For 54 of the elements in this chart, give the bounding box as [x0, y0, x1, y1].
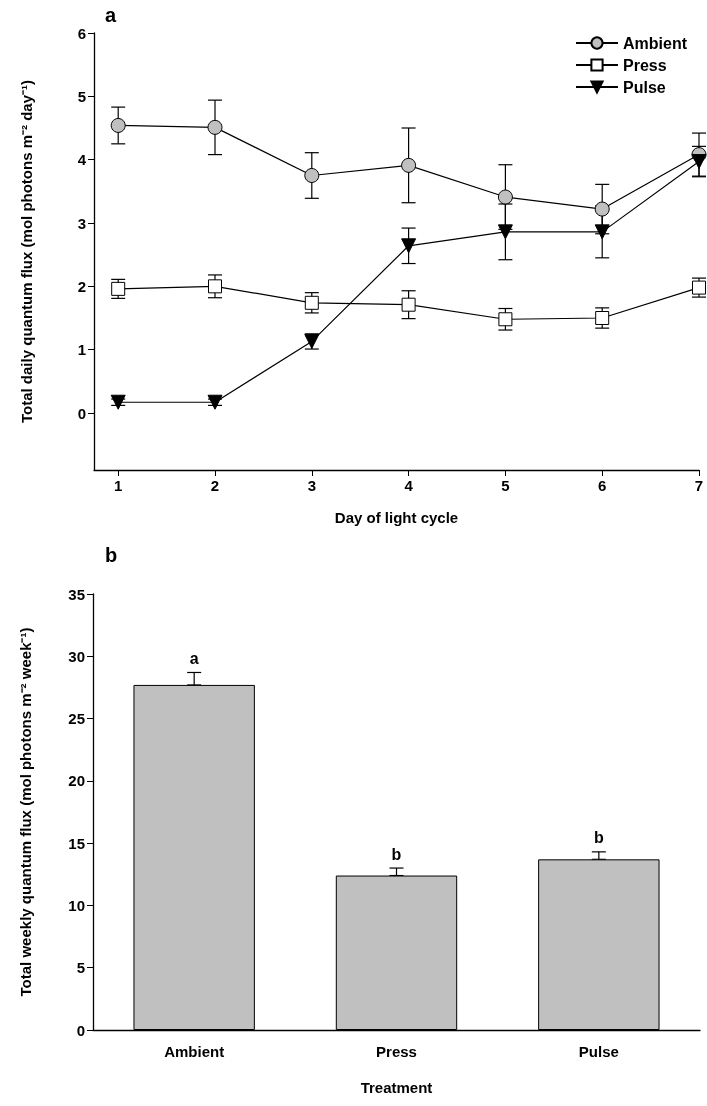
- point: [401, 238, 417, 254]
- x-tick-label: 5: [501, 477, 510, 494]
- legend-label: Pulse: [623, 78, 666, 96]
- x-tick-label: 7: [694, 477, 704, 494]
- point: [595, 311, 610, 325]
- x-tick-label: 4: [404, 477, 414, 494]
- point: [304, 295, 319, 310]
- y-tick-label: 1: [77, 341, 86, 359]
- y-tick-label: 10: [68, 896, 85, 914]
- y-tick-label: 5: [76, 959, 85, 977]
- point: [207, 394, 223, 410]
- point: [691, 154, 707, 170]
- point: [208, 279, 222, 294]
- x-tick-label: 2: [210, 477, 220, 494]
- y-tick-label: 3: [77, 214, 86, 232]
- y-tick-label: 20: [68, 772, 85, 790]
- x-axis-title: Day of light cycle: [334, 509, 459, 526]
- annotation: b: [593, 829, 604, 847]
- point: [497, 224, 513, 240]
- y-tick-label: 4: [77, 151, 87, 169]
- chart-title: a: [105, 4, 117, 26]
- point: [401, 297, 416, 312]
- point: [497, 189, 513, 205]
- y-tick-label: 15: [68, 834, 85, 852]
- y-tick-label: 35: [68, 585, 85, 603]
- x-tick-label: 6: [598, 477, 607, 494]
- point: [498, 312, 513, 327]
- point: [401, 157, 417, 173]
- point: [110, 117, 126, 133]
- point: [207, 119, 223, 135]
- y-tick-label: 6: [77, 24, 86, 42]
- annotation: a: [189, 649, 199, 667]
- chart-title: b: [105, 544, 118, 566]
- x-axis-title: Treatment: [360, 1079, 433, 1096]
- x-tick-label: 1: [114, 477, 123, 494]
- y-tick-label: 5: [77, 87, 86, 105]
- point: [594, 224, 610, 240]
- point: [304, 168, 320, 183]
- y-tick-label: 25: [68, 710, 85, 728]
- y-axis-title: Total daily quantum flux (mol photons m⁻² day⁻¹): [18, 79, 35, 424]
- x-tick-label: Pulse: [578, 1043, 619, 1060]
- y-tick-label: 0: [77, 404, 86, 422]
- x-tick-label: Press: [376, 1043, 417, 1060]
- y-tick-label: 2: [77, 277, 86, 295]
- point: [110, 394, 126, 410]
- legend-label: Press: [623, 56, 667, 74]
- x-tick-label: 3: [307, 477, 316, 494]
- y-tick-label: 0: [76, 1021, 85, 1039]
- x-tick-label: Ambient: [164, 1043, 225, 1060]
- y-axis-title: Total weekly quantum flux (mol photons m⁻² week⁻¹): [17, 627, 34, 997]
- annotation: b: [391, 845, 402, 863]
- legend-label: Ambient: [623, 34, 688, 52]
- point: [594, 201, 610, 217]
- y-tick-label: 30: [68, 647, 85, 665]
